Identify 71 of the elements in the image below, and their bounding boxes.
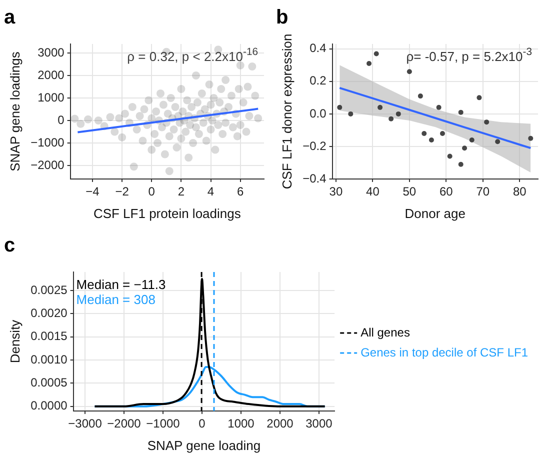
x-tick-label: 0 [148,184,156,199]
y-tick-label: 0.0005 [30,376,68,390]
x-tick-label: 2 [178,184,185,199]
point [406,69,412,74]
point [418,94,423,99]
chart-title: a [4,6,16,29]
point [462,146,468,151]
y-tick-label: 2000 [38,68,65,82]
x-tick-label: 4 [207,184,214,199]
x-tick-label: −4 [86,184,100,199]
y-axis-title: SNAP gene loadings [7,51,22,172]
x-tick-label: 60 [439,184,454,199]
y-axis-title: CSF LF1 donor expression [279,34,294,190]
point [458,162,464,167]
point [447,154,452,159]
x-axis-title: CSF LF1 protein loadings [93,206,242,221]
y-tick-label: 0.0015 [30,329,68,344]
point [528,136,534,141]
chart-title: c [4,234,16,257]
x-tick-label: −1000 [146,416,180,431]
point [436,104,442,110]
point [476,95,482,100]
x-tick-label: −2 [115,184,130,199]
point [469,137,474,142]
y-tick-label: −1000 [30,135,65,150]
point [396,111,401,116]
x-axis-title: SNAP gene loading [147,438,261,453]
y-tick-label: 0.0025 [30,282,68,297]
x-tick-label: 70 [476,184,490,199]
point [348,111,354,116]
x-tick-label: 2000 [266,416,294,431]
point [366,61,372,66]
x-tick-label: 30 [329,184,343,199]
y-tick-label: 0.4 [310,41,327,56]
annotation: Median = 308 [76,292,156,307]
point [337,104,342,110]
y-tick-label: 0.0010 [30,352,68,366]
y-axis-title: Density [7,319,22,364]
y-tick-label: −0.4 [302,171,327,186]
point [458,110,464,115]
y-tick-label: 3000 [38,45,65,60]
x-tick-label: −3000 [68,416,102,431]
y-tick-label: 0.0000 [30,398,68,413]
x-tick-label: 6 [237,184,244,199]
legend-label: All genes [360,325,410,340]
y-tick-label: 0.0020 [30,306,68,320]
point [422,130,427,136]
annotation: Median = −11.3 [76,277,166,292]
y-tick-label: 1000 [38,90,65,104]
y-tick-label: −0.2 [302,138,327,153]
legend-label: Genes in top decile of CSF LF1 [360,345,528,360]
x-tick-label: −2000 [107,416,142,431]
point [484,120,490,125]
point [374,51,379,56]
x-tick-label: 80 [512,184,527,199]
y-tick-label: 0 [58,112,65,127]
point [388,116,394,122]
point [440,130,445,136]
x-tick-label: 0 [198,416,206,431]
y-tick-label: 0.0 [310,106,327,120]
x-axis-title: Donor age [404,206,466,221]
x-tick-label: 1000 [228,416,255,431]
y-tick-label: 0.2 [310,74,327,88]
chart-title: b [276,6,288,29]
x-tick-label: 40 [366,184,380,199]
point [428,137,434,142]
y-tick-label: −2000 [30,158,65,172]
line-series [338,86,532,150]
point [378,104,383,110]
x-tick-label: 50 [402,184,416,199]
point [495,139,500,144]
